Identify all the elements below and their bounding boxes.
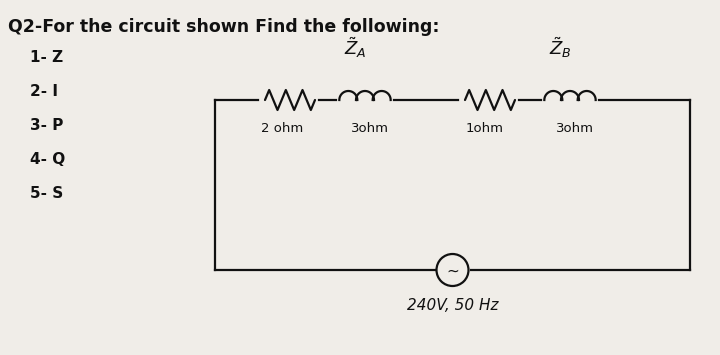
Text: 2- I: 2- I (30, 84, 58, 99)
Text: 2 ohm: 2 ohm (261, 122, 303, 135)
Text: 4- Q: 4- Q (30, 152, 66, 167)
Text: ~: ~ (446, 263, 459, 279)
Text: 5- S: 5- S (30, 186, 63, 201)
Text: Q2-For the circuit shown Find the following:: Q2-For the circuit shown Find the follow… (8, 18, 439, 36)
Text: 3ohm: 3ohm (351, 122, 389, 135)
Text: $\tilde{Z}_A$: $\tilde{Z}_A$ (343, 36, 366, 60)
Text: 1ohm: 1ohm (466, 122, 504, 135)
Text: 3- P: 3- P (30, 118, 63, 133)
Text: 3ohm: 3ohm (556, 122, 594, 135)
Text: 240V, 50 Hz: 240V, 50 Hz (407, 298, 498, 313)
Text: $\tilde{Z}_B$: $\tilde{Z}_B$ (549, 36, 572, 60)
Text: 1- Z: 1- Z (30, 50, 63, 65)
